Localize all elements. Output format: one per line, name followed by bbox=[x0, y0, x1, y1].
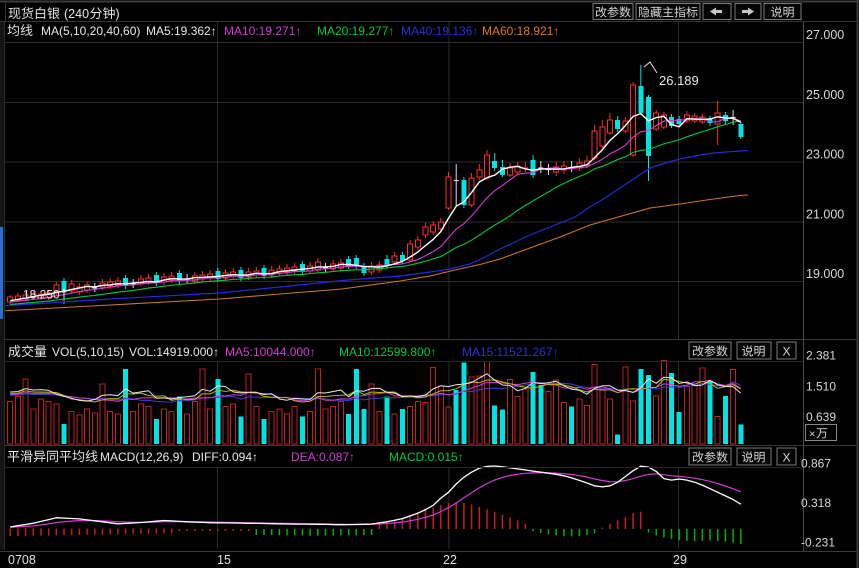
svg-text:DIFF:0.094↑: DIFF:0.094↑ bbox=[192, 450, 258, 464]
svg-text:MA10:12599.800↑: MA10:12599.800↑ bbox=[339, 345, 436, 359]
svg-text:-0.231: -0.231 bbox=[801, 536, 835, 550]
svg-text:VOL(5,10,15): VOL(5,10,15) bbox=[52, 345, 124, 359]
svg-text:22: 22 bbox=[443, 553, 457, 567]
svg-text:MA40:19.136↑: MA40:19.136↑ bbox=[401, 24, 478, 38]
svg-text:2.381: 2.381 bbox=[806, 349, 836, 363]
svg-text:MA60:18.921↑: MA60:18.921↑ bbox=[482, 24, 559, 38]
svg-text:0708: 0708 bbox=[8, 553, 36, 567]
svg-text:MA10:19.271↑: MA10:19.271↑ bbox=[224, 24, 301, 38]
svg-text:0.318: 0.318 bbox=[801, 496, 831, 510]
svg-text:18.250: 18.250 bbox=[23, 288, 60, 302]
svg-text:26.189: 26.189 bbox=[659, 73, 699, 88]
svg-text:X: X bbox=[782, 345, 790, 359]
svg-text:MA15:11521.267↑: MA15:11521.267↑ bbox=[462, 345, 559, 359]
svg-text:X: X bbox=[782, 451, 790, 465]
svg-text:15: 15 bbox=[217, 553, 231, 567]
svg-text:(240: (240 bbox=[64, 7, 89, 21]
svg-text:MA(5,10,20,40,60): MA(5,10,20,40,60) bbox=[41, 24, 140, 38]
svg-text:0.639: 0.639 bbox=[806, 410, 836, 424]
svg-text:DEA:0.087↑: DEA:0.087↑ bbox=[291, 450, 355, 464]
svg-text:MA20:19.277↑: MA20:19.277↑ bbox=[317, 24, 394, 38]
svg-text:×: × bbox=[809, 429, 815, 441]
svg-text:25.000: 25.000 bbox=[806, 88, 844, 102]
svg-text:1.510: 1.510 bbox=[806, 380, 836, 394]
svg-text:): ) bbox=[116, 7, 120, 21]
svg-text:19.000: 19.000 bbox=[806, 267, 844, 281]
svg-text:MACD(12,26,9): MACD(12,26,9) bbox=[100, 450, 183, 464]
svg-text:29: 29 bbox=[673, 553, 687, 567]
svg-text:23.000: 23.000 bbox=[806, 148, 844, 162]
svg-text:27.000: 27.000 bbox=[806, 28, 844, 42]
svg-text:21.000: 21.000 bbox=[806, 207, 844, 221]
svg-text:VOL:14919.000↑: VOL:14919.000↑ bbox=[129, 345, 219, 359]
svg-text:0.867: 0.867 bbox=[801, 457, 831, 471]
svg-text:MACD:0.015↑: MACD:0.015↑ bbox=[389, 450, 464, 464]
svg-text:MA5:10044.000↑: MA5:10044.000↑ bbox=[225, 345, 316, 359]
svg-text:MA5:19.362↑: MA5:19.362↑ bbox=[146, 24, 217, 38]
